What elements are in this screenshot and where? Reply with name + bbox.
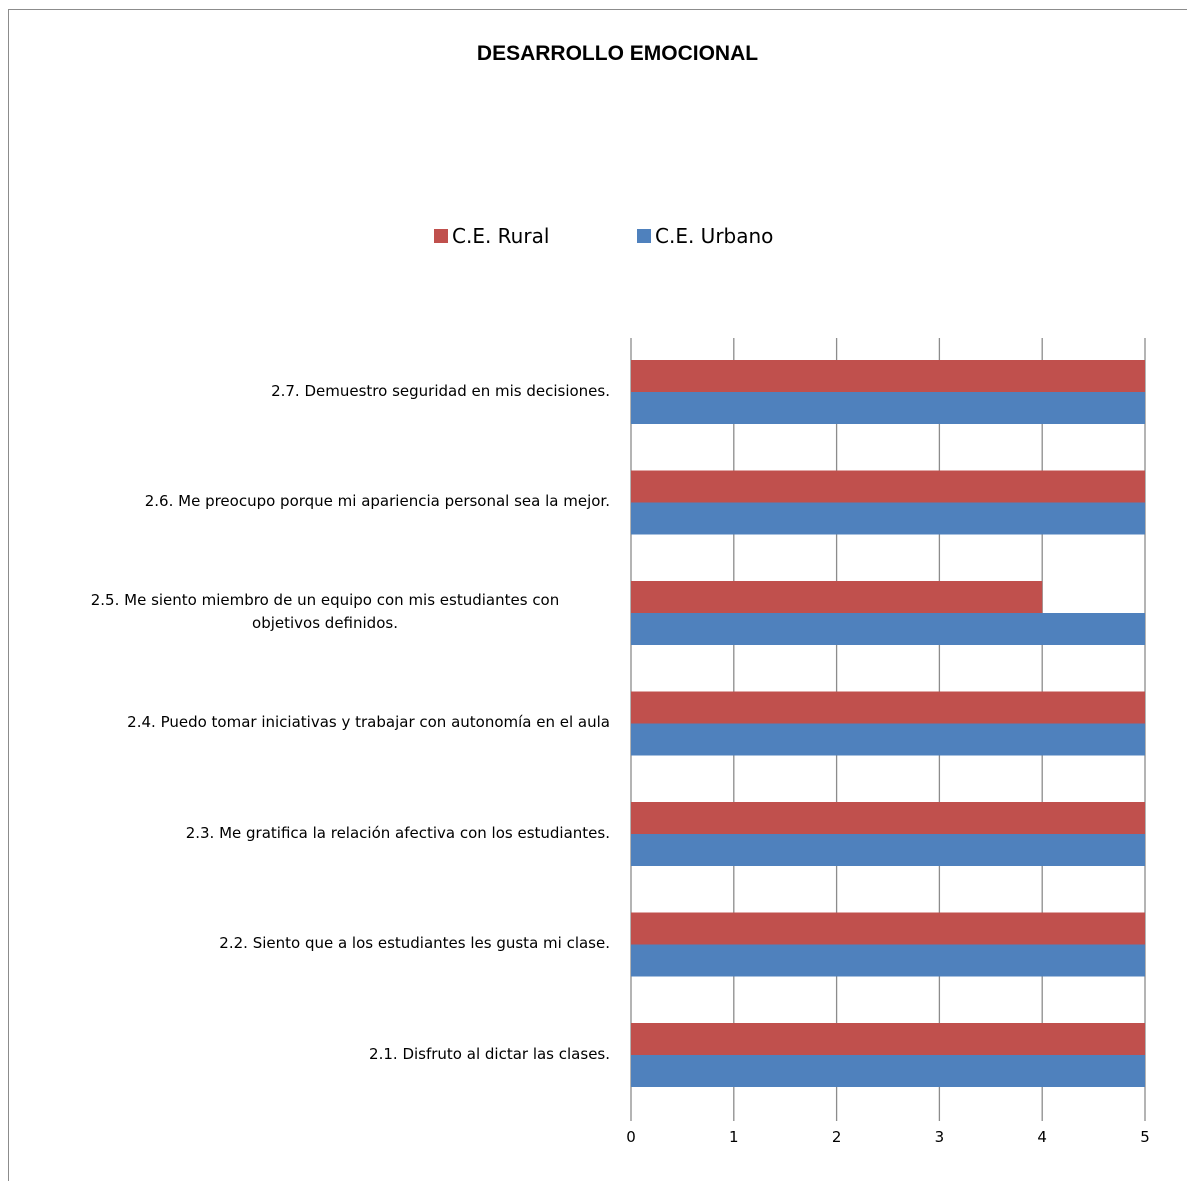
x-tick-label: 5 (1140, 1128, 1150, 1146)
bar-urbano-cat-4 (631, 723, 1145, 756)
bar-rural-cat-4 (631, 691, 1145, 724)
x-tick-label: 2 (831, 1128, 842, 1146)
legend-item-urbano: C.E. Urbano (637, 224, 773, 248)
bar-rural-cat-6 (631, 470, 1145, 503)
x-tick-label: 4 (1037, 1128, 1047, 1146)
bar-urbano-cat-5 (631, 613, 1145, 645)
legend-swatch-urbano (637, 229, 651, 243)
x-tick-label: 3 (934, 1128, 945, 1146)
category-label: 2.1. Disfruto al dictar las clases. (369, 1044, 610, 1063)
bar-urbano-cat-6 (631, 502, 1145, 535)
category-label: 2.2. Siento que a los estudiantes les gu… (219, 934, 610, 952)
bar-rural-cat-3 (631, 802, 1145, 834)
x-tick-label: 0 (626, 1128, 636, 1146)
category-label: 2.7. Demuestro seguridad en mis decision… (271, 381, 610, 400)
category-label: 2.5. Me siento miembro de un equipo con … (90, 591, 560, 632)
category-label: 2.6. Me preocupo porque mi apariencia pe… (144, 492, 610, 510)
bar-urbano-cat-1 (631, 1055, 1145, 1087)
legend-item-rural: C.E. Rural (434, 224, 549, 248)
bar-rural-cat-7 (631, 360, 1145, 392)
category-label: 2.4. Puedo tomar iniciativas y trabajar … (127, 713, 610, 731)
bar-rural-cat-5 (631, 581, 1043, 613)
legend-label-urbano: C.E. Urbano (655, 224, 774, 248)
category-label: 2.3. Me gratifica la relación afectiva c… (185, 823, 610, 842)
legend-label-rural: C.E. Rural (452, 224, 550, 248)
chart-title: DESARROLLO EMOCIONAL (476, 42, 759, 65)
bar-urbano-cat-7 (631, 392, 1145, 424)
legend-swatch-rural (434, 229, 448, 243)
bar-rural-cat-1 (631, 1023, 1145, 1055)
bar-urbano-cat-2 (631, 944, 1145, 977)
bar-urbano-cat-3 (631, 834, 1145, 866)
bar-rural-cat-2 (631, 912, 1145, 945)
legend: C.E. Rural C.E. Urbano (0, 224, 1187, 254)
x-tick-label: 1 (729, 1128, 739, 1146)
